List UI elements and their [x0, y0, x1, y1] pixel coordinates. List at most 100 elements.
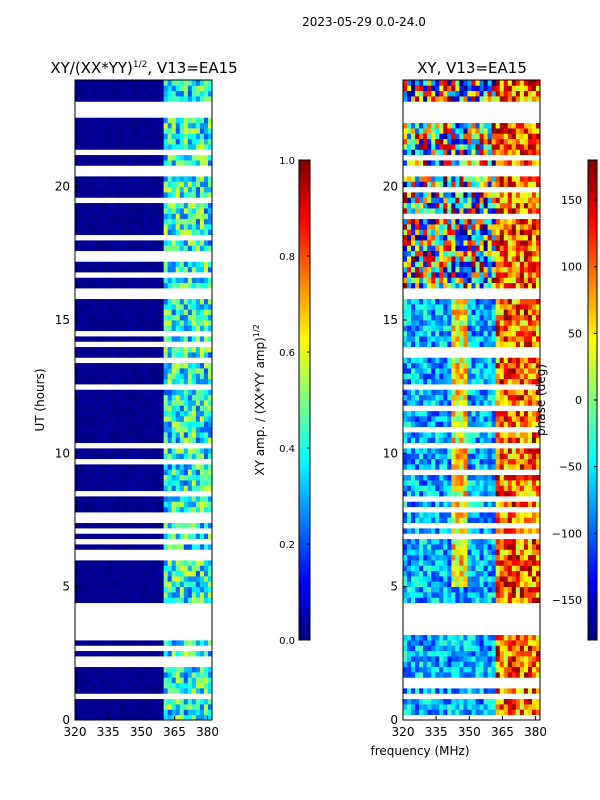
heatmap-cell	[463, 597, 468, 604]
heatmap-cell	[471, 554, 476, 561]
heatmap-cell	[427, 656, 432, 662]
heatmap-cell	[475, 314, 480, 321]
heatmap-cell	[103, 448, 108, 454]
heatmap-cell	[403, 501, 408, 508]
heatmap-cell	[107, 410, 112, 417]
heatmap-cell	[199, 592, 205, 598]
heatmap-cell	[507, 570, 513, 577]
heatmap-cell	[515, 357, 521, 364]
heatmap-cell	[407, 698, 412, 705]
heatmap-cell	[195, 544, 201, 550]
heatmap-cell	[103, 640, 108, 646]
heatmap-cell	[127, 480, 132, 486]
heatmap-cell	[127, 709, 132, 716]
heatmap-cell	[191, 480, 197, 486]
heatmap-cell	[495, 538, 501, 545]
heatmap-cell	[475, 672, 480, 678]
heatmap-cell	[135, 394, 140, 401]
heatmap-cell	[75, 533, 80, 540]
heatmap-cell	[523, 688, 529, 694]
heatmap-cell	[455, 480, 460, 486]
heatmap-cell	[423, 336, 428, 342]
heatmap-cell	[523, 373, 529, 380]
heatmap-cell	[167, 133, 173, 140]
heatmap-cell	[535, 586, 541, 593]
heatmap-cell	[131, 218, 136, 225]
heatmap-cell	[471, 549, 476, 556]
heatmap-cell	[187, 426, 193, 433]
heatmap-cell	[531, 666, 537, 673]
heatmap-cell	[439, 373, 444, 380]
heatmap-cell	[407, 341, 412, 348]
heatmap-cell	[487, 586, 493, 593]
heatmap-cell	[167, 672, 173, 678]
heatmap-cell	[179, 90, 185, 97]
heatmap-cell	[131, 80, 136, 86]
heatmap-cell	[535, 410, 541, 417]
heatmap-cell	[155, 464, 161, 470]
heatmap-cell	[99, 261, 104, 268]
heatmap-cell	[207, 496, 213, 502]
heatmap-cell	[103, 432, 108, 438]
heatmap-cell	[423, 448, 428, 454]
heatmap-cell	[203, 474, 209, 481]
heatmap-cell	[107, 362, 112, 369]
heatmap-cell	[475, 432, 480, 438]
heatmap-cell	[179, 218, 185, 225]
heatmap-cell	[475, 304, 480, 310]
heatmap-cell	[495, 576, 501, 582]
heatmap-cell	[467, 448, 472, 454]
heatmap-cell	[459, 432, 464, 438]
heatmap-cell	[179, 378, 185, 385]
heatmap-cell	[119, 704, 124, 710]
heatmap-cell	[439, 698, 444, 705]
heatmap-cell	[131, 592, 136, 598]
heatmap-cell	[87, 474, 92, 481]
heatmap-cell	[523, 464, 529, 470]
heatmap-cell	[115, 592, 120, 598]
heatmap-cell	[535, 400, 541, 406]
heatmap-cell	[83, 80, 88, 86]
heatmap-cell	[403, 672, 408, 678]
heatmap-cell	[451, 362, 456, 369]
heatmap-cell	[415, 432, 420, 438]
heatmap-cell	[103, 469, 108, 476]
heatmap-cell	[519, 410, 525, 417]
heatmap-cell	[483, 581, 489, 588]
heatmap-cell	[531, 357, 537, 364]
heatmap-cell	[151, 240, 156, 246]
heatmap-cell	[171, 597, 177, 604]
heatmap-cell	[91, 410, 96, 417]
data-gap-row	[75, 357, 212, 364]
heatmap-cell	[187, 325, 193, 332]
heatmap-cell	[507, 528, 513, 534]
heatmap-cell	[407, 282, 412, 289]
heatmap-cell	[507, 437, 513, 444]
heatmap-cell	[123, 640, 128, 646]
heatmap-cell	[403, 458, 408, 465]
heatmap-cell	[451, 277, 456, 284]
heatmap-cell	[431, 394, 436, 401]
heatmap-cell	[99, 138, 104, 145]
heatmap-cell	[439, 448, 444, 454]
heatmap-cell	[523, 277, 529, 284]
heatmap-cell	[91, 437, 96, 444]
heatmap-cell	[535, 597, 541, 604]
heatmap-cell	[175, 666, 181, 673]
heatmap-cell	[87, 117, 92, 124]
heatmap-cell	[111, 378, 116, 385]
heatmap-cell	[79, 314, 84, 321]
heatmap-cell	[207, 597, 213, 604]
heatmap-cell	[503, 277, 509, 284]
heatmap-cell	[131, 704, 136, 710]
heatmap-cell	[471, 517, 476, 524]
heatmap-cell	[147, 714, 152, 721]
heatmap-cell	[455, 368, 460, 374]
heatmap-cell	[403, 330, 408, 337]
heatmap-cell	[79, 506, 84, 513]
heatmap-cell	[503, 688, 509, 694]
heatmap-cell	[87, 85, 92, 92]
heatmap-cell	[179, 282, 185, 289]
heatmap-cell	[99, 485, 104, 492]
heatmap-cell	[203, 522, 209, 529]
